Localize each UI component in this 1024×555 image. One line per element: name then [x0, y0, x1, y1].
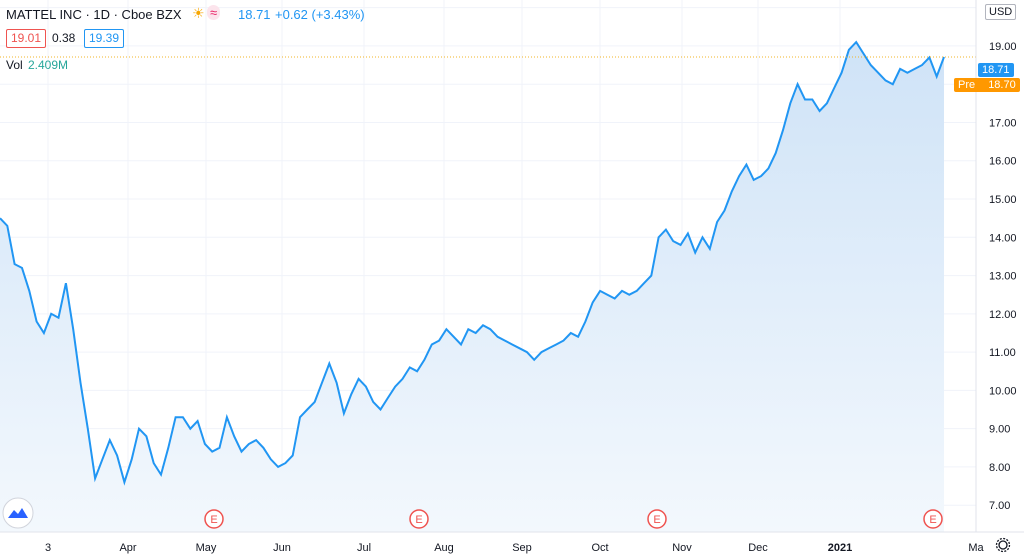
- y-tick-label: 7.00: [989, 500, 1010, 512]
- earnings-marker-label: E: [653, 514, 660, 526]
- x-tick-label: Jul: [357, 542, 371, 554]
- y-tick-label: 16.00: [989, 156, 1017, 168]
- spread-value: 0.38: [52, 31, 76, 45]
- y-tick-label: 10.00: [989, 385, 1017, 397]
- y-tick-label: 8.00: [989, 462, 1010, 474]
- y-tick-label: 14.00: [989, 232, 1017, 244]
- y-tick-label: 19.00: [989, 41, 1017, 53]
- x-tick-label: Ma: [968, 542, 984, 554]
- last-price: 18.71: [238, 7, 271, 22]
- earnings-marker[interactable]: E: [204, 509, 224, 529]
- last-price-tag: 18.71: [978, 63, 1014, 77]
- x-tick-label: 2021: [828, 542, 852, 554]
- settings-gear-icon[interactable]: [995, 537, 1011, 553]
- x-tick-label: Jun: [273, 542, 291, 554]
- premarket-tag: Pre 18.70: [954, 78, 1020, 92]
- y-tick-label: 12.00: [989, 309, 1017, 321]
- wave-icon[interactable]: ≈: [207, 5, 221, 20]
- volume-label: Vol: [6, 58, 23, 72]
- premarket-value: 18.70: [988, 79, 1016, 91]
- y-tick-label: 17.00: [989, 117, 1017, 129]
- earnings-marker-label: E: [210, 514, 217, 526]
- x-tick-label: Aug: [434, 542, 454, 554]
- currency-button[interactable]: USD: [985, 4, 1017, 20]
- price-change: +0.62 (+3.43%): [275, 7, 365, 22]
- volume-value: 2.409M: [28, 58, 69, 72]
- price-area: [0, 42, 944, 532]
- earnings-marker[interactable]: E: [923, 509, 943, 529]
- x-tick-label: Apr: [119, 542, 136, 554]
- market-status-sun-icon[interactable]: ☀: [192, 5, 205, 21]
- x-tick-label: Sep: [512, 542, 532, 554]
- x-tick-label: May: [196, 542, 217, 554]
- symbol-title[interactable]: MATTEL INC · 1D · Cboe BZX: [6, 7, 182, 22]
- earnings-marker-label: E: [929, 514, 936, 526]
- logo[interactable]: [2, 497, 34, 529]
- time-axis-labels: 3 Apr May Jun Jul Aug Sep Oct Nov Dec 2021 Ma: [45, 542, 985, 554]
- bid-button[interactable]: 19.01: [6, 29, 47, 48]
- y-tick-label: 9.00: [989, 424, 1010, 436]
- ask-button[interactable]: 19.39: [84, 29, 125, 48]
- x-tick-label: Dec: [748, 542, 768, 554]
- earnings-marker[interactable]: E: [647, 509, 667, 529]
- earnings-marker[interactable]: E: [409, 509, 429, 529]
- y-tick-label: 15.00: [989, 194, 1017, 206]
- x-tick-label: Oct: [591, 542, 608, 554]
- earnings-marker-label: E: [415, 514, 422, 526]
- y-tick-label: 11.00: [989, 347, 1016, 359]
- premarket-label: Pre: [958, 79, 976, 91]
- price-line: [0, 40, 945, 486]
- x-tick-label: 3: [45, 542, 51, 554]
- y-tick-label: 13.00: [989, 271, 1017, 283]
- x-tick-label: Nov: [672, 542, 692, 554]
